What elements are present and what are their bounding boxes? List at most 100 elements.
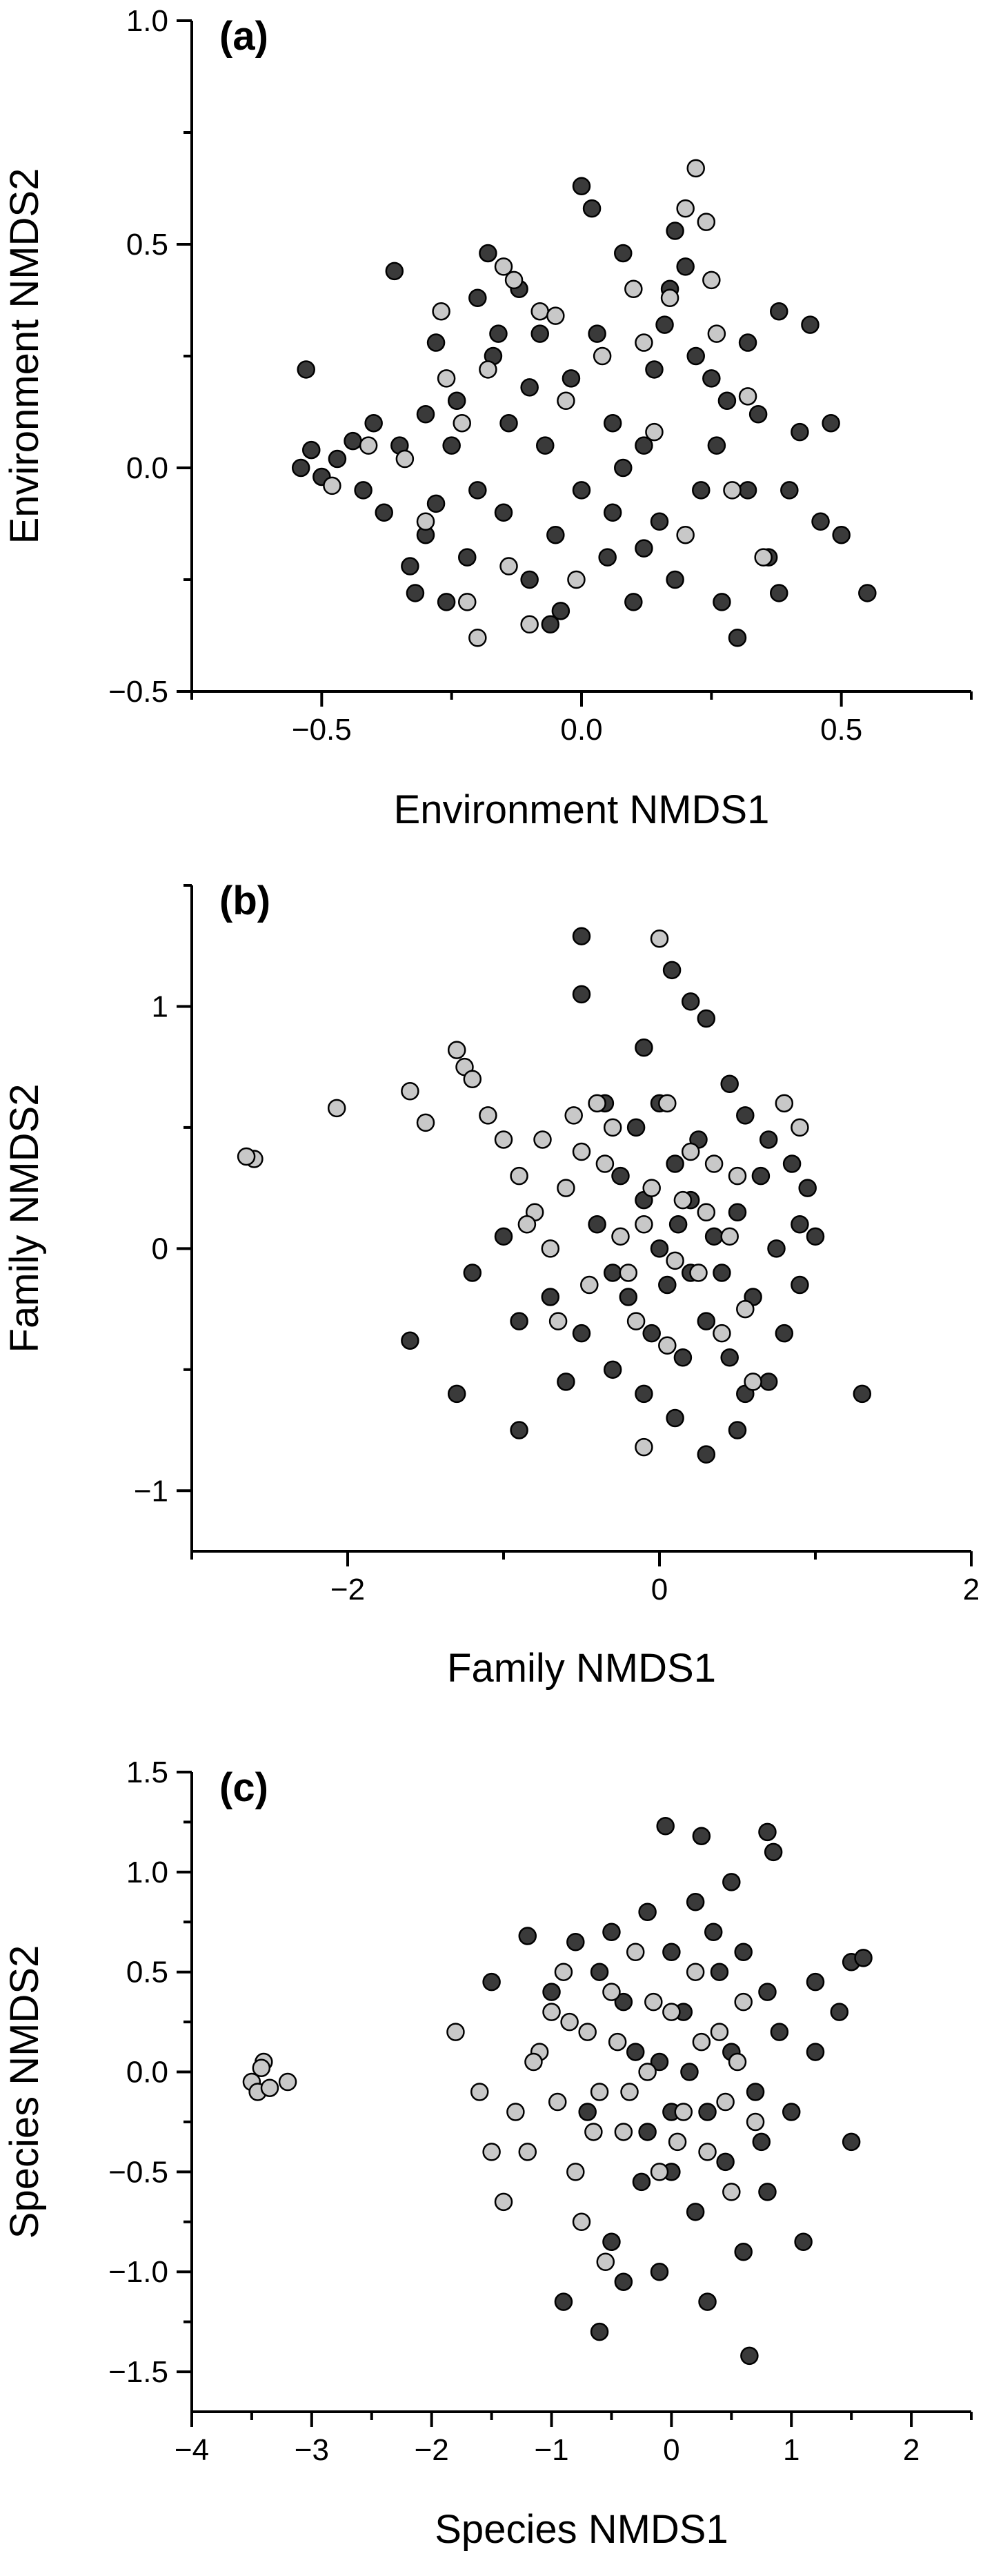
data-point [650, 1239, 669, 1258]
data-point [740, 2346, 759, 2366]
data-point [791, 1215, 809, 1234]
data-point [782, 1154, 802, 1173]
data-point [626, 1312, 646, 1330]
data-point [447, 391, 466, 411]
data-point [603, 413, 622, 433]
data-point [524, 2052, 543, 2072]
data-point [437, 593, 456, 611]
data-point [614, 244, 633, 263]
data-point [442, 436, 461, 455]
data-point [758, 1983, 777, 2001]
data-point [722, 1873, 741, 1891]
data-point [327, 1099, 346, 1118]
data-point [458, 548, 477, 567]
data-point [716, 2152, 735, 2172]
data-point [595, 1154, 615, 1173]
data-point [603, 503, 622, 522]
data-point [759, 1130, 778, 1149]
x-tick-label: −4 [175, 2433, 209, 2467]
data-point [572, 1142, 591, 1161]
data-point [830, 2003, 849, 2021]
data-point [666, 222, 684, 240]
data-point [620, 2083, 639, 2101]
data-point [660, 288, 679, 308]
data-point [536, 436, 555, 455]
data-point [635, 1215, 653, 1234]
data-point [557, 391, 575, 411]
data-point [554, 1963, 573, 1981]
data-point [794, 2232, 813, 2252]
data-point [463, 1264, 482, 1282]
series-0 [482, 1816, 873, 2366]
data-point [291, 458, 310, 478]
data-point [676, 199, 695, 218]
data-point [704, 1154, 724, 1173]
data-point [666, 1154, 684, 1173]
data-point [680, 2063, 699, 2081]
data-point [752, 2132, 771, 2152]
data-point [590, 2083, 609, 2101]
data-point [541, 615, 560, 634]
data-point [437, 369, 456, 388]
x-axis-title: Species NMDS1 [435, 2507, 728, 2552]
data-point [590, 1963, 609, 1981]
data-point [566, 2163, 585, 2181]
series-0 [401, 927, 872, 1464]
data-point [806, 1972, 825, 1992]
data-point [541, 1288, 560, 1306]
data-point [602, 1923, 621, 1941]
data-point [494, 257, 513, 276]
data-point [626, 1943, 645, 1961]
data-point [720, 1348, 739, 1367]
data-point [578, 2103, 597, 2121]
data-point [542, 2003, 561, 2021]
data-point [614, 1992, 633, 2012]
data-point [510, 1166, 528, 1186]
y-axis-title: Environment NMDS2 [2, 168, 47, 544]
data-point [754, 548, 773, 567]
panel-label: (a) [219, 14, 268, 59]
x-tick-label: 0 [663, 2433, 679, 2467]
series-0 [291, 177, 877, 647]
y-tick-label: 1.0 [126, 4, 168, 38]
data-point [674, 2103, 693, 2121]
data-point [401, 557, 419, 576]
data-point [510, 1312, 528, 1330]
data-point [666, 570, 684, 589]
data-point [554, 2292, 573, 2311]
data-point [588, 1094, 606, 1113]
data-point [704, 1923, 723, 1941]
data-point [744, 1373, 762, 1391]
data-point [686, 346, 705, 366]
chart-panel-2: −4 −3 −2 −1 0 1 2 −1.5 −1.0 −0.5 0.0 0.5 1.0 1.5 Speci… [2, 1756, 973, 2552]
data-point [713, 1324, 731, 1343]
data-point [506, 2103, 525, 2121]
data-point [676, 257, 695, 276]
data-point [748, 404, 768, 424]
x-tick-label: 0.0 [560, 713, 602, 747]
data-point [453, 413, 471, 433]
data-point [666, 1408, 684, 1428]
data-point [447, 1041, 466, 1059]
data-point [707, 324, 726, 343]
x-axis-title: Environment NMDS1 [394, 787, 770, 832]
data-point [770, 584, 788, 602]
y-tick-label: −1.0 [108, 2255, 168, 2289]
data-point [572, 481, 591, 500]
data-point [775, 1094, 794, 1113]
data-point [734, 1943, 753, 1961]
data-point [548, 2092, 567, 2112]
data-point [494, 2192, 513, 2212]
data-point [666, 1251, 684, 1270]
data-point [658, 1275, 677, 1295]
data-point [557, 1373, 575, 1391]
data-point [619, 1288, 638, 1306]
data-point [458, 593, 477, 611]
data-point [328, 449, 347, 469]
data-point [734, 2243, 753, 2261]
data-point [468, 628, 487, 647]
data-point [560, 2012, 579, 2032]
data-point [676, 525, 695, 544]
data-point [686, 1893, 705, 1911]
chart-panel-0: −0.5 0.0 0.5 −0.5 0.0 0.5 1.0 Environment NMDS1… [2, 4, 973, 832]
